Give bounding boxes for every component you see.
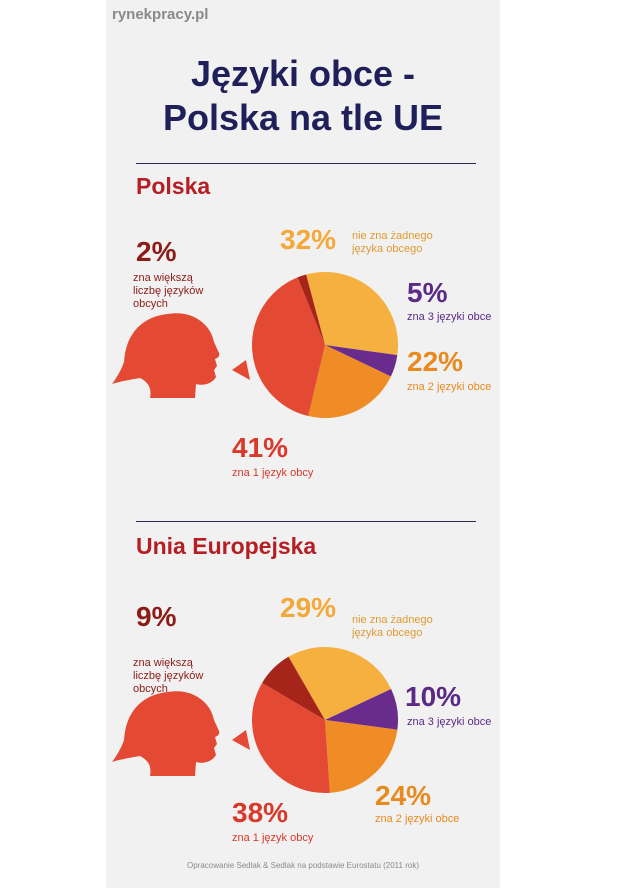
label-three-pct: 5% — [407, 277, 448, 308]
label-more-text: zna większą liczbę języków obcych — [133, 272, 203, 311]
divider — [136, 521, 476, 522]
speech-pointer — [232, 730, 250, 750]
label-one-pct: 41% — [232, 432, 289, 463]
label-two-pct: 24% — [375, 780, 432, 811]
label-line: nie zna żadnego — [352, 230, 433, 242]
slice-three — [325, 345, 398, 377]
label-none-pct: 32% — [280, 224, 337, 255]
label-line: zna większą — [133, 272, 193, 284]
title-line-1: Języki obce - — [190, 53, 416, 94]
label-line: języka obcego — [352, 627, 423, 639]
label-line: obcych — [133, 683, 168, 695]
slice-more — [262, 656, 325, 720]
label-two-pct: 22% — [407, 346, 464, 377]
brand-logo: rynekpracy.pl — [112, 6, 209, 23]
slice-more — [297, 274, 325, 345]
label-none-text: nie zna żadnego języka obcego — [352, 614, 433, 640]
label-three-text: zna 3 języki obce — [407, 716, 492, 728]
label-one-pct: 38% — [232, 797, 289, 828]
title-line-2: Polska na tle UE — [162, 97, 444, 138]
woman-head-icon — [112, 691, 220, 776]
slice-two — [308, 345, 391, 418]
pie-chart-polska — [252, 272, 398, 418]
divider — [136, 163, 476, 164]
label-three-pct: 10% — [405, 681, 462, 712]
slice-none — [306, 272, 398, 356]
woman-head-icon — [112, 691, 250, 776]
label-two-text: zna 2 języki obce — [407, 381, 492, 393]
slice-one — [252, 682, 330, 793]
label-none-text: nie zna żadnego języka obcego — [352, 230, 433, 256]
pie-chart-ue — [252, 647, 398, 793]
woman-head-icon — [112, 313, 220, 398]
source-note: Opracowanie Sedlak & Sedlak na podstawie… — [187, 861, 419, 870]
label-three-text: zna 3 języki obce — [407, 311, 492, 323]
slice-three — [325, 689, 398, 730]
label-line: liczbę języków — [133, 285, 204, 297]
label-line: obcych — [133, 298, 168, 310]
label-line: zna większą — [133, 657, 193, 669]
label-line: języka obcego — [352, 243, 423, 255]
label-more-pct: 9% — [136, 601, 177, 632]
slice-none — [288, 647, 392, 720]
label-one-text: zna 1 język obcy — [232, 832, 314, 844]
slice-two — [325, 720, 398, 793]
label-none-pct: 29% — [280, 592, 337, 623]
label-line: liczbę języków — [133, 670, 204, 682]
page-title: Języki obce - Polska na tle UE — [106, 52, 500, 140]
label-two-text: zna 2 języki obce — [375, 813, 460, 825]
woman-head-icon — [112, 313, 250, 398]
speech-pointer — [232, 360, 250, 380]
label-more-text: zna większą liczbę języków obcych — [133, 657, 203, 696]
label-more-pct: 2% — [136, 236, 177, 267]
slice-one — [252, 277, 325, 417]
label-one-text: zna 1 język obcy — [232, 467, 314, 479]
section-title-ue: Unia Europejska — [136, 533, 317, 559]
section-title-polska: Polska — [136, 173, 211, 199]
label-line: nie zna żadnego — [352, 614, 433, 626]
